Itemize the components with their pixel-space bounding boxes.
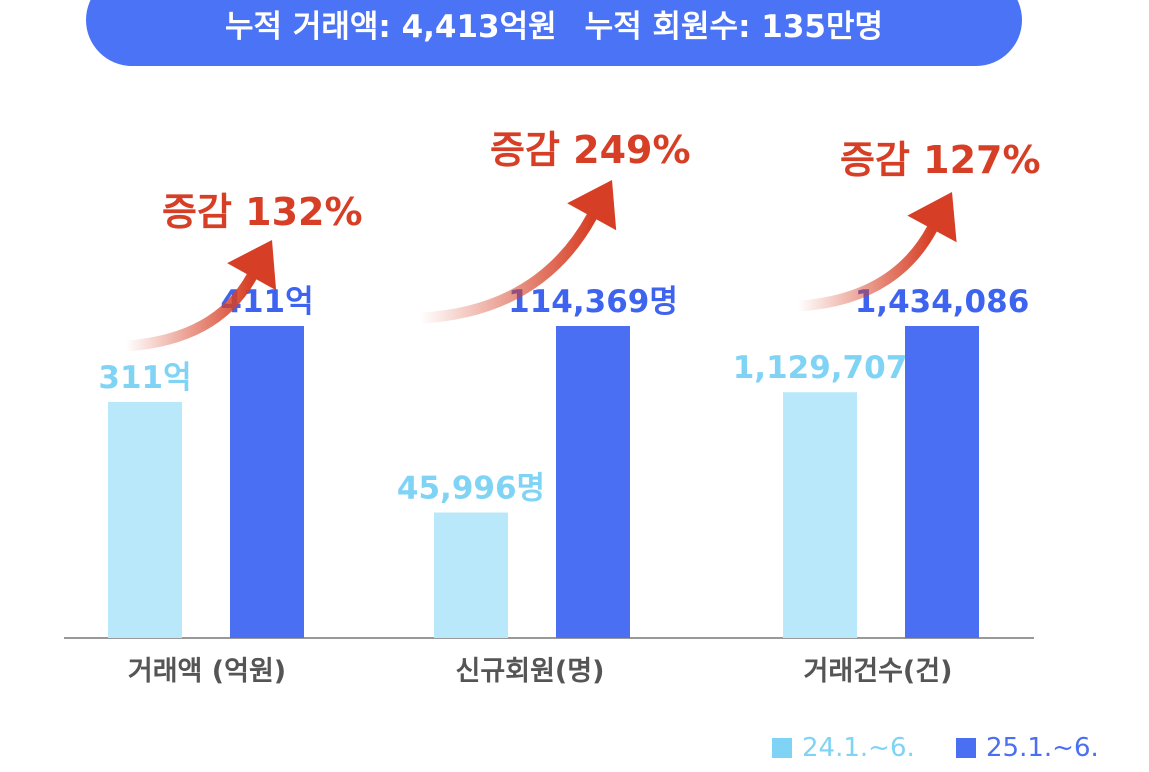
legend-swatch-2025 — [956, 738, 976, 758]
bar-2025-2 — [556, 326, 630, 638]
increase-label-3: 증감 127% — [840, 138, 1041, 182]
data-label-2025-2: 114,369명 — [508, 284, 678, 320]
increase-arrow-1 — [120, 271, 258, 352]
legend-label-2024: 24.1.~6. — [802, 733, 915, 763]
bar-2024-3 — [783, 392, 857, 638]
increase-arrow-3 — [792, 223, 938, 312]
total-members-text: 누적 회원수: 135만명 — [584, 9, 884, 45]
legend-label-2025: 25.1.~6. — [986, 733, 1099, 763]
increase-arrowhead-3 — [907, 192, 957, 243]
increase-arrow-2 — [414, 211, 598, 324]
data-label-2025-3: 1,434,086 — [855, 284, 1030, 320]
increase-label-2: 증감 249% — [490, 128, 691, 172]
data-label-2024-3: 1,129,707 — [733, 350, 908, 386]
legend-item-2024: 24.1.~6. — [772, 733, 915, 763]
increase-arrowhead-1 — [227, 240, 277, 291]
data-label-2024-1: 311억 — [98, 360, 191, 396]
category-label-3: 거래건수(건) — [804, 656, 953, 687]
bar-2025-3 — [905, 326, 979, 638]
total-amount-text: 누적 거래액: 4,413억원 — [224, 9, 557, 45]
legend-swatch-2024 — [772, 738, 792, 758]
bar-2024-2 — [434, 512, 508, 638]
increase-arrowhead-2 — [567, 180, 617, 231]
bar-2024-1 — [108, 401, 182, 638]
increase-label-1: 증감 132% — [162, 190, 363, 234]
summary-banner: 누적 거래액: 4,413억원 누적 회원수: 135만명 — [86, 0, 1022, 66]
category-label-1: 거래액 (억원) — [128, 656, 286, 687]
legend-item-2025: 25.1.~6. — [956, 733, 1099, 763]
data-label-2024-2: 45,996명 — [397, 471, 545, 507]
bar-2025-1 — [230, 326, 304, 638]
category-label-2: 신규회원(명) — [456, 656, 605, 687]
